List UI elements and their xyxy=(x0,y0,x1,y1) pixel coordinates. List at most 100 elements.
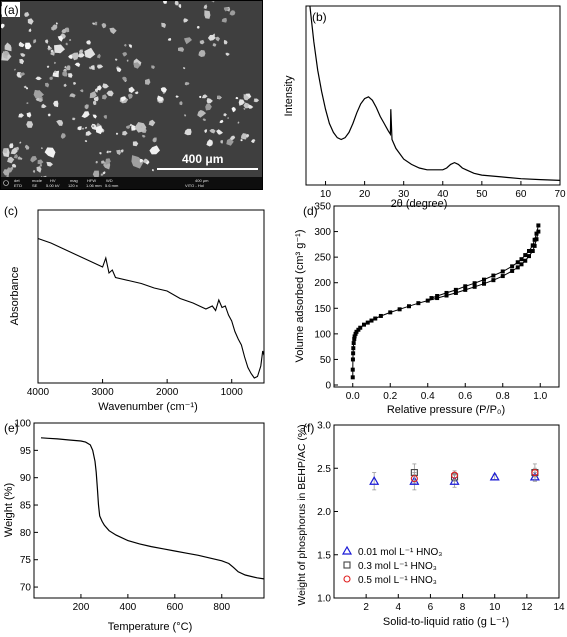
sem-particle xyxy=(64,27,70,33)
sem-particle xyxy=(131,155,144,169)
sem-particle xyxy=(93,96,99,102)
panel-d-point xyxy=(472,284,477,289)
panel-e-ytick-label: 80 xyxy=(20,528,32,539)
panel-d-point xyxy=(351,341,356,346)
sem-particles xyxy=(0,0,260,180)
sem-particle xyxy=(92,125,95,128)
sem-particle xyxy=(109,150,112,153)
sem-particle xyxy=(13,154,18,159)
panel-d-point xyxy=(353,331,358,336)
panel-d-point xyxy=(536,229,541,234)
sem-particle xyxy=(101,23,107,29)
sem-particle xyxy=(46,65,50,68)
sem-particle xyxy=(73,82,77,85)
sem-particle xyxy=(237,121,240,124)
sem-particle xyxy=(121,98,125,102)
panel-d-point xyxy=(482,281,486,286)
sem-particle xyxy=(28,28,32,32)
panel-d-point xyxy=(444,290,449,295)
sem-particle xyxy=(52,24,58,31)
panel-f-legend-marker-circle xyxy=(343,575,351,583)
panel-d-point xyxy=(351,351,356,356)
panel-f-point-circle xyxy=(410,475,418,483)
sem-particle xyxy=(223,39,228,45)
sem-particle xyxy=(18,113,24,118)
sem-particle xyxy=(209,129,216,134)
sem-info-bar xyxy=(0,177,263,190)
sem-particle xyxy=(49,76,53,80)
sem-particle xyxy=(231,106,236,113)
panel-c: (c) Absorbance 4000 3000 2000 1000 Wavenumb… xyxy=(4,204,265,413)
sem-particle xyxy=(179,101,183,106)
panel-f-point-circle xyxy=(531,469,539,477)
sem-particle xyxy=(120,149,124,153)
sem-particle xyxy=(7,156,15,164)
sem-particle xyxy=(2,169,10,176)
panel-d-point xyxy=(530,249,535,254)
sem-particle xyxy=(106,90,114,97)
sem-particle xyxy=(240,133,247,140)
panel-e-xtick-label: 800 xyxy=(213,602,230,613)
panel-d: (d) Volume adsorbed (cm³ g⁻¹) 0.0 0.2 0.4 0… xyxy=(294,202,560,416)
panel-c-ylabel: Absorbance xyxy=(9,267,21,326)
panel-d-point xyxy=(416,301,421,306)
sem-particle xyxy=(32,169,36,173)
sem-particle xyxy=(61,28,67,34)
panel-b-xtick-label: 20 xyxy=(359,189,371,200)
panel-d-point xyxy=(425,298,430,303)
panel-d-point xyxy=(350,357,355,362)
sem-particle xyxy=(160,87,167,93)
sem-particle xyxy=(106,150,109,154)
sem-particle xyxy=(65,42,68,46)
panel-d-point xyxy=(435,296,440,301)
panel-e-ylabel: Weight (%) xyxy=(3,483,15,537)
sem-particle xyxy=(68,54,73,59)
sem-particle xyxy=(100,173,104,176)
sem-particle xyxy=(85,130,92,136)
panel-e-ytick-label: 85 xyxy=(20,501,32,512)
panel-d-point xyxy=(510,264,515,269)
panel-d-point xyxy=(515,260,520,265)
sem-particle xyxy=(102,171,106,175)
sem-particle xyxy=(207,34,216,41)
sem-particle xyxy=(47,45,50,49)
sem-particle xyxy=(52,70,60,78)
sem-particle xyxy=(184,128,192,136)
panel-f-ytick-label: 2.5 xyxy=(317,464,331,475)
sem-particle xyxy=(243,93,250,101)
panel-f-point-triangle xyxy=(449,476,460,485)
panel-b-ylabel: Intensity xyxy=(283,75,295,116)
panel-d-point xyxy=(350,367,355,372)
sem-particle xyxy=(26,121,34,128)
sem-val-wd: 5.6 mm xyxy=(105,183,119,188)
sem-particle xyxy=(198,50,206,57)
panel-f-ticks: 2 4 6 8 10 12 14 1.0 1.5 2.0 2.5 3.0 xyxy=(317,421,565,614)
panel-d-ytick-label: 50 xyxy=(320,355,332,366)
sem-particle xyxy=(82,127,85,130)
sem-particle xyxy=(122,52,128,57)
sem-info-text: det mode HV mag HFW WD ETD SE 5.00 kV 12… xyxy=(3,178,209,188)
panel-f-series xyxy=(369,463,540,491)
panel-d-point xyxy=(500,269,505,274)
panel-d-point xyxy=(362,322,366,327)
sem-particle xyxy=(134,122,147,133)
panel-d-point xyxy=(463,284,468,289)
panel-b: (b) Intensity 10 20 30 40 50 60 70 2θ (degree) xyxy=(283,5,566,210)
sem-particle xyxy=(152,137,157,143)
sem-particle xyxy=(229,10,236,16)
panel-b-xtick-label: 10 xyxy=(320,189,332,200)
sem-particle xyxy=(81,111,90,118)
sem-particle xyxy=(68,73,73,78)
sem-particle xyxy=(53,70,57,73)
panel-e-xtick-label: 200 xyxy=(73,602,90,613)
panel-d-ytick-label: 100 xyxy=(314,329,331,340)
sem-particle xyxy=(199,95,202,98)
sem-particle xyxy=(246,134,250,138)
sem-logo-icon xyxy=(3,180,9,186)
sem-particle xyxy=(230,135,236,141)
panel-d-point xyxy=(397,307,402,312)
sem-particle xyxy=(96,85,102,91)
panel-e-ytick-label: 100 xyxy=(14,419,31,430)
sem-val-hfw: 1.06 mm xyxy=(86,183,102,188)
panel-b-label: (b) xyxy=(312,10,327,24)
